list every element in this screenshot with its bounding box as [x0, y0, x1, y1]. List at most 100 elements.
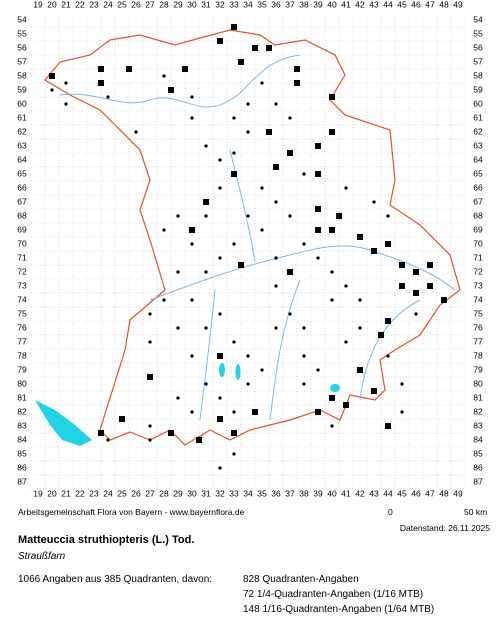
column-label: 38	[299, 0, 309, 9]
row-label: 64	[473, 154, 483, 164]
column-label: 41	[341, 0, 351, 9]
quadrant-record	[287, 150, 293, 156]
sub-quadrant-record	[260, 81, 264, 85]
quadrant-record	[126, 66, 132, 72]
column-label: 30	[187, 0, 197, 9]
row-label: 80	[473, 378, 483, 388]
column-label: 21	[61, 0, 71, 9]
sub-quadrant-record	[148, 424, 152, 428]
sub-quadrant-record	[190, 298, 194, 302]
sub-quadrant-record	[204, 144, 208, 148]
scale-end: 50 km	[464, 507, 488, 517]
row-label: 55	[17, 28, 27, 38]
row-label: 75	[473, 308, 483, 318]
column-label: 35	[257, 0, 267, 9]
lake	[219, 363, 225, 377]
quadrant-record	[315, 143, 321, 149]
quadrant-record	[294, 66, 300, 72]
breakdown-item: 828 Quadranten-Angaben	[243, 574, 359, 585]
sub-quadrant-record	[232, 410, 236, 414]
sub-quadrant-record	[176, 326, 180, 330]
quadrant-record	[329, 395, 335, 401]
sub-quadrant-record	[190, 354, 194, 358]
sub-quadrant-record	[302, 326, 306, 330]
river-lech	[199, 289, 216, 421]
quadrant-record	[238, 59, 244, 65]
quadrant-record	[385, 318, 391, 324]
row-label: 56	[17, 42, 27, 52]
quadrant-record	[329, 94, 335, 100]
column-label: 40	[327, 0, 337, 9]
row-label: 62	[17, 126, 27, 136]
quadrant-record	[427, 262, 433, 268]
sub-quadrant-record	[162, 74, 166, 78]
sub-quadrant-record	[400, 382, 404, 386]
sub-quadrant-record	[218, 466, 222, 470]
sub-quadrant-record	[302, 354, 306, 358]
sub-quadrant-record	[232, 116, 236, 120]
common-name: Straußfarn	[18, 551, 66, 562]
sub-quadrant-record	[232, 340, 236, 344]
column-label: 49	[453, 0, 463, 9]
scale-start: 0	[388, 507, 393, 517]
quadrant-record	[343, 402, 349, 408]
row-label: 57	[17, 56, 27, 66]
row-label: 79	[17, 364, 27, 374]
quadrant-record	[168, 430, 174, 436]
column-label: 27	[145, 0, 155, 9]
row-label: 70	[17, 238, 27, 248]
sub-quadrant-record	[358, 298, 362, 302]
sub-quadrant-record	[344, 284, 348, 288]
quadrant-record	[294, 80, 300, 86]
sub-quadrant-record	[218, 312, 222, 316]
row-label: 72	[17, 266, 27, 276]
row-label: 75	[17, 308, 27, 318]
summary: 1066 Angaben aus 385 Quadranten, davon:	[18, 574, 213, 585]
row-label: 61	[17, 112, 27, 122]
column-label: 24	[103, 488, 113, 498]
sub-quadrant-record	[302, 172, 306, 176]
row-label: 77	[473, 336, 483, 346]
column-label: 20	[47, 0, 57, 9]
row-label: 60	[17, 98, 27, 108]
sub-quadrant-record	[246, 102, 250, 106]
quadrant-record	[329, 129, 335, 135]
sub-quadrant-record	[386, 354, 390, 358]
column-label: 36	[271, 488, 281, 498]
column-label: 19	[33, 488, 43, 498]
row-label: 84	[473, 434, 483, 444]
column-label: 47	[425, 488, 435, 498]
sub-quadrant-record	[218, 396, 222, 400]
column-label: 43	[369, 0, 379, 9]
column-label: 26	[131, 0, 141, 9]
column-label: 26	[131, 488, 141, 498]
sub-quadrant-record	[302, 382, 306, 386]
quadrant-record	[413, 290, 419, 296]
quadrant-record	[168, 87, 174, 93]
row-label: 66	[17, 182, 27, 192]
lake	[330, 384, 340, 392]
sub-quadrant-record	[288, 214, 292, 218]
column-label: 32	[215, 488, 225, 498]
quadrant-record	[189, 227, 195, 233]
quadrant-record	[182, 66, 188, 72]
row-label: 83	[17, 420, 27, 430]
quadrant-record	[315, 227, 321, 233]
sub-quadrant-record	[204, 214, 208, 218]
sub-quadrant-record	[260, 228, 264, 232]
column-label: 32	[215, 0, 225, 9]
quadrant-record	[357, 234, 363, 240]
quadrant-record	[98, 80, 104, 86]
row-label: 86	[473, 462, 483, 472]
row-label: 62	[473, 126, 483, 136]
row-label: 59	[473, 84, 483, 94]
row-label: 69	[17, 224, 27, 234]
row-label: 85	[17, 448, 27, 458]
quadrant-record	[196, 437, 202, 443]
sub-quadrant-record	[344, 186, 348, 190]
column-label: 41	[341, 488, 351, 498]
column-label: 39	[313, 488, 323, 498]
quadrant-record	[399, 262, 405, 268]
quadrant-record	[273, 164, 279, 170]
column-label: 37	[285, 0, 295, 9]
